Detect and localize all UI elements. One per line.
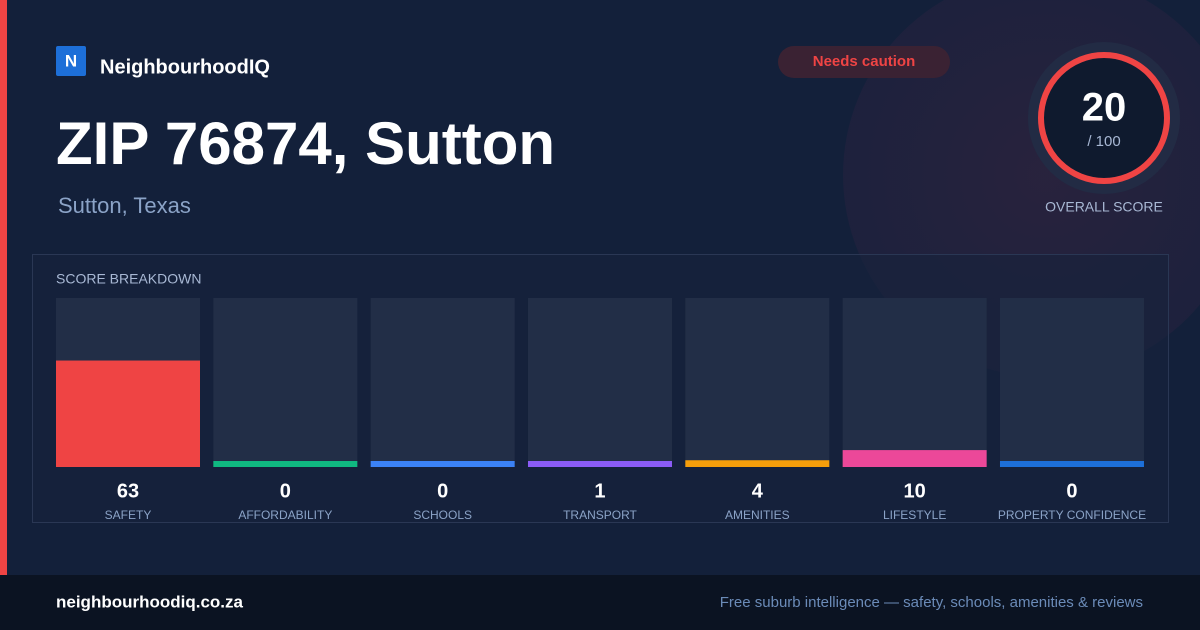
brand: NeighbourhoodIQ [100, 56, 270, 78]
category-label: AMENITIES [725, 508, 790, 522]
accent-strip [0, 0, 7, 575]
bar [842, 450, 987, 467]
bar-track [213, 298, 358, 467]
bar [56, 360, 200, 467]
logo-letter: N [65, 51, 77, 70]
bar-track [999, 298, 1144, 467]
bar-track [370, 298, 515, 467]
category-label: SAFETY [105, 508, 152, 522]
badge [778, 46, 950, 78]
value-label: 10 [904, 480, 926, 502]
gauge-ring [1038, 52, 1170, 184]
subtitle: Sutton, Texas [58, 193, 191, 218]
value-label: 63 [117, 480, 139, 502]
overall-suffix: / 100 [1087, 133, 1120, 150]
value-label: 4 [752, 480, 764, 502]
footer [0, 575, 1200, 630]
category-label: AFFORDABILITY [238, 508, 332, 522]
bar [685, 460, 830, 467]
value-label: 0 [280, 480, 291, 502]
bar-track [685, 298, 830, 467]
category-label: PROPERTY CONFIDENCE [998, 508, 1146, 522]
title: ZIP 76874, Sutton [56, 110, 555, 177]
bar [999, 461, 1144, 467]
chart-title: SCORE BREAKDOWN [56, 271, 201, 287]
bar-track [527, 298, 672, 467]
footer-tagline: Free suburb intelligence — safety, schoo… [720, 594, 1143, 611]
value-label: 1 [594, 480, 605, 502]
category-label: TRANSPORT [563, 508, 637, 522]
category-label: SCHOOLS [413, 508, 472, 522]
logo-box [56, 46, 86, 76]
overall-label: OVERALL SCORE [1045, 199, 1163, 215]
overall-score: 20 [1082, 86, 1127, 130]
category-label: LIFESTYLE [883, 508, 946, 522]
badge-text: Needs caution [813, 53, 916, 70]
footer-site: neighbourhoodiq.co.za [56, 592, 244, 611]
bar [527, 461, 672, 467]
bar-track [842, 298, 987, 467]
bar [213, 461, 358, 467]
bar [370, 461, 515, 467]
value-label: 0 [437, 480, 448, 502]
value-label: 0 [1066, 480, 1077, 502]
